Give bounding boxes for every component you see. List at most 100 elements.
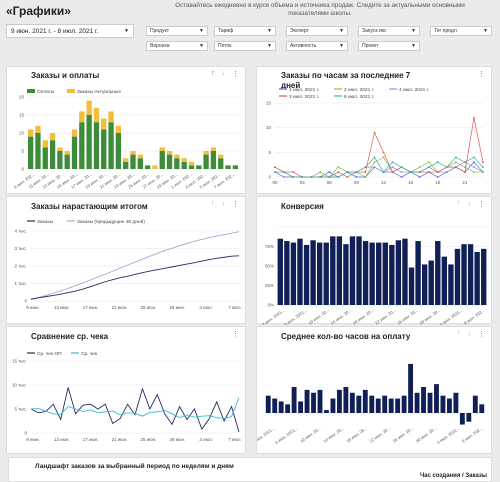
data-point bbox=[436, 171, 439, 173]
sort-down-icon[interactable]: ↓ bbox=[221, 70, 226, 77]
data-point bbox=[283, 176, 285, 178]
card-title: Сравнение ср. чека bbox=[31, 332, 109, 341]
data-point bbox=[364, 171, 367, 173]
series-line bbox=[274, 117, 484, 178]
y-tick-label: 2 тыс. bbox=[14, 264, 27, 269]
bar bbox=[467, 244, 474, 305]
filter-dropdown-2-1[interactable]: Поток ▼ bbox=[214, 41, 276, 51]
legend-label: 3 июл. 2021 г. bbox=[289, 94, 319, 100]
bar bbox=[101, 129, 107, 169]
landscape-axis-label: Час создания / Заказы bbox=[419, 473, 487, 479]
data-point bbox=[373, 161, 376, 164]
sort-up-icon[interactable]: ↑ bbox=[211, 200, 215, 207]
more-menu-icon[interactable]: ⋮ bbox=[232, 71, 239, 78]
chevron-down-icon: ▼ bbox=[199, 28, 204, 34]
y-tick-label: 5 bbox=[21, 149, 24, 154]
chevron-down-icon: ▼ bbox=[339, 43, 344, 49]
page-subtitle: Оставайтесь ежедневно в курсе объема и и… bbox=[175, 2, 465, 17]
bar bbox=[343, 244, 349, 305]
data-point bbox=[328, 171, 331, 173]
legend-label: Оплаты bbox=[37, 89, 55, 95]
bar bbox=[144, 165, 151, 169]
y-tick-label: 3 тыс. bbox=[14, 246, 27, 251]
more-menu-icon[interactable]: ⋮ bbox=[232, 201, 239, 208]
bar bbox=[472, 395, 478, 413]
bar bbox=[375, 398, 381, 413]
card-tools: ↑ ↓ ⋮ bbox=[211, 200, 239, 208]
filter-label: Продукт bbox=[150, 28, 169, 34]
card-tools: ↑ ↓ ⋮ bbox=[211, 70, 239, 78]
card-tools: ↑ ↓ ⋮ bbox=[457, 200, 485, 208]
date-range-label: 9 июн. 2021 г. - 8 июл. 2021 г. bbox=[11, 28, 99, 35]
bar bbox=[115, 133, 122, 169]
filter-dropdown-2-2[interactable]: Активность ▼ bbox=[286, 41, 348, 51]
data-point bbox=[328, 176, 331, 178]
filter-dropdown-2-3[interactable]: Проект ▼ bbox=[358, 41, 420, 51]
bar bbox=[408, 363, 414, 413]
filter-dropdown-1-2[interactable]: Эксперт ▼ bbox=[286, 26, 348, 36]
filter-dropdown-1-4[interactable]: Тег предл ▼ bbox=[430, 26, 492, 36]
bar bbox=[428, 260, 434, 305]
legend-swatch bbox=[27, 89, 35, 93]
card-title: Ландшафт заказов за выбранный период по … bbox=[35, 463, 234, 470]
bar bbox=[343, 387, 349, 413]
more-menu-icon[interactable]: ⋮ bbox=[478, 331, 485, 338]
bar bbox=[454, 248, 461, 305]
y-tick-label: 0 bbox=[21, 167, 24, 172]
landscape-card: Ландшафт заказов за выбранный период по … bbox=[8, 457, 492, 482]
x-tick-label: 18 июн. 20... bbox=[345, 426, 368, 444]
sort-down-icon[interactable]: ↓ bbox=[467, 330, 472, 337]
sort-up-icon[interactable]: ↑ bbox=[211, 70, 215, 77]
bar bbox=[382, 242, 388, 305]
bar bbox=[71, 136, 78, 169]
more-menu-icon[interactable]: ⋮ bbox=[478, 201, 485, 208]
filter-label: Тег предл bbox=[434, 28, 457, 34]
legend-label: Заказы bbox=[37, 219, 54, 225]
bar bbox=[188, 161, 195, 166]
more-menu-icon[interactable]: ⋮ bbox=[478, 71, 485, 78]
data-point bbox=[346, 176, 349, 178]
bar bbox=[316, 242, 323, 305]
bar bbox=[362, 389, 368, 413]
bar bbox=[137, 158, 143, 169]
filter-dropdown-1-1[interactable]: Тариф ▼ bbox=[214, 26, 276, 36]
bar bbox=[108, 111, 114, 123]
bar bbox=[272, 398, 278, 413]
data-point bbox=[400, 171, 403, 173]
legend-label: Ср. чек bbox=[81, 351, 98, 357]
filter-dropdown-2-0[interactable]: Воронка ▼ bbox=[146, 41, 208, 51]
bar bbox=[349, 392, 355, 413]
data-point bbox=[346, 171, 349, 173]
sort-up-icon[interactable]: ↑ bbox=[457, 200, 461, 207]
bar bbox=[330, 236, 336, 305]
data-point bbox=[337, 166, 340, 169]
data-point bbox=[418, 171, 421, 173]
bar bbox=[474, 251, 480, 305]
orders-card: Заказы и оплаты ↑ ↓ ⋮ Оплаты Заказы Актуа… bbox=[6, 66, 246, 194]
sort-down-icon[interactable]: ↓ bbox=[467, 200, 472, 207]
chevron-down-icon: ▼ bbox=[199, 43, 204, 49]
cumulative-card: Заказы нарастающим итогом ↑ ↓ ⋮ Заказы За… bbox=[6, 196, 246, 324]
data-point bbox=[454, 161, 457, 164]
bar bbox=[401, 395, 407, 413]
bar bbox=[137, 154, 143, 159]
bar bbox=[310, 240, 316, 305]
x-tick-label: 26 июн. 20... bbox=[396, 308, 419, 325]
bar bbox=[28, 136, 34, 169]
filter-dropdown-1-0[interactable]: Продукт ▼ bbox=[146, 26, 208, 36]
y-tick-label: 5 bbox=[268, 150, 271, 155]
data-point bbox=[454, 156, 457, 159]
sort-down-icon[interactable]: ↓ bbox=[221, 200, 226, 207]
bar bbox=[434, 384, 439, 413]
x-tick-label: 21 июн. bbox=[112, 305, 128, 310]
bar bbox=[389, 244, 395, 305]
filter-dropdown-1-3[interactable]: Запуск икс ▼ bbox=[358, 26, 420, 36]
date-range-picker[interactable]: 9 июн. 2021 г. - 8 июл. 2021 г. ▼ bbox=[6, 24, 134, 38]
bar bbox=[93, 107, 100, 123]
y-tick-label: 4 тыс. bbox=[14, 229, 27, 234]
more-menu-icon[interactable]: ⋮ bbox=[232, 331, 239, 338]
bar bbox=[49, 140, 56, 169]
data-point bbox=[355, 171, 358, 173]
sort-up-icon[interactable]: ↑ bbox=[457, 330, 461, 337]
